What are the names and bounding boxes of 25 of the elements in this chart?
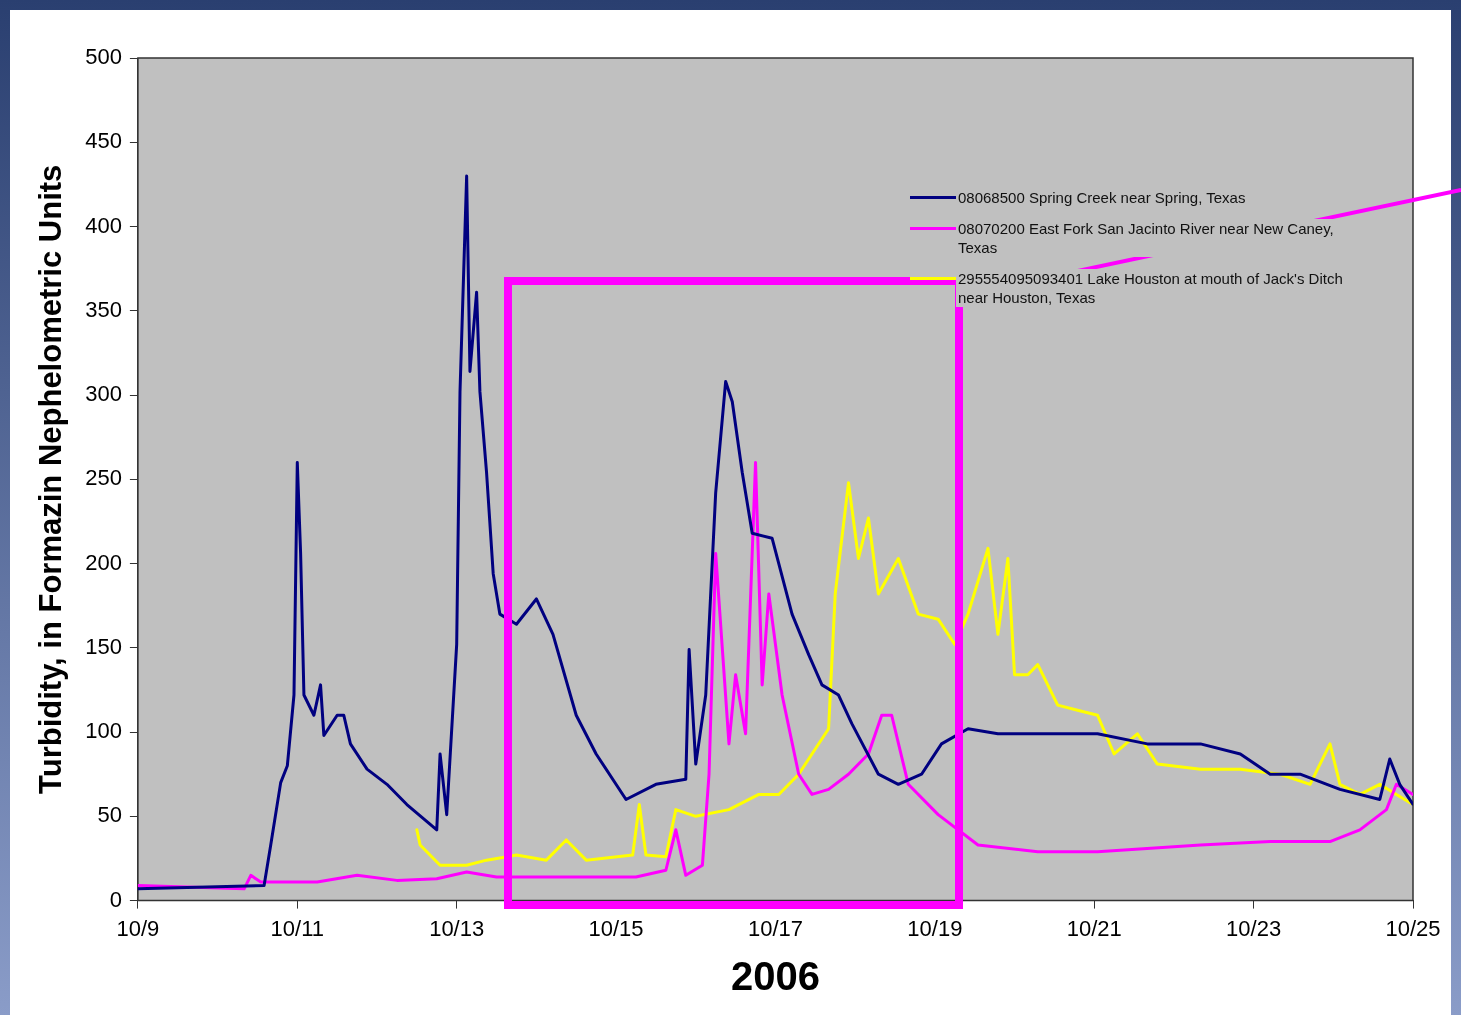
x-tick-label: 10/13 [429,915,485,941]
y-tick-label: 250 [85,465,122,491]
legend-label: 08070200 East Fork San Jacinto River near New Caney, Texas [956,219,1360,257]
x-tick-label: 10/11 [270,915,324,941]
y-tick-label: 150 [85,633,122,659]
x-tick-label: 10/19 [907,915,963,941]
y-tick-label: 100 [85,718,122,744]
y-tick-label: 0 [109,886,122,912]
x-axis-title: 2006 [730,954,820,999]
x-tick-label: 10/21 [1066,915,1122,941]
y-tick-label: 400 [85,212,122,238]
y-axis-title: Turbidity, in Formazin Nephelometric Units [33,164,69,794]
x-tick-label: 10/17 [747,915,803,941]
x-tick-label: 10/9 [116,915,160,941]
legend-label: 295554095093401 Lake Houston at mouth of Jack's Ditch near Houston, Texas [956,269,1360,307]
y-tick-label: 500 [85,44,122,70]
y-tick-label: 350 [85,296,122,322]
y-tick-label: 200 [85,549,122,575]
x-tick-label: 10/23 [1226,915,1282,941]
x-tick-label: 10/15 [588,915,644,941]
y-tick-label: 450 [85,128,122,154]
y-tick-label: 50 [97,802,122,828]
x-tick-label: 10/25 [1385,915,1441,941]
legend-label: 08068500 Spring Creek near Spring, Texas [956,188,1246,207]
y-tick-label: 300 [85,381,122,407]
